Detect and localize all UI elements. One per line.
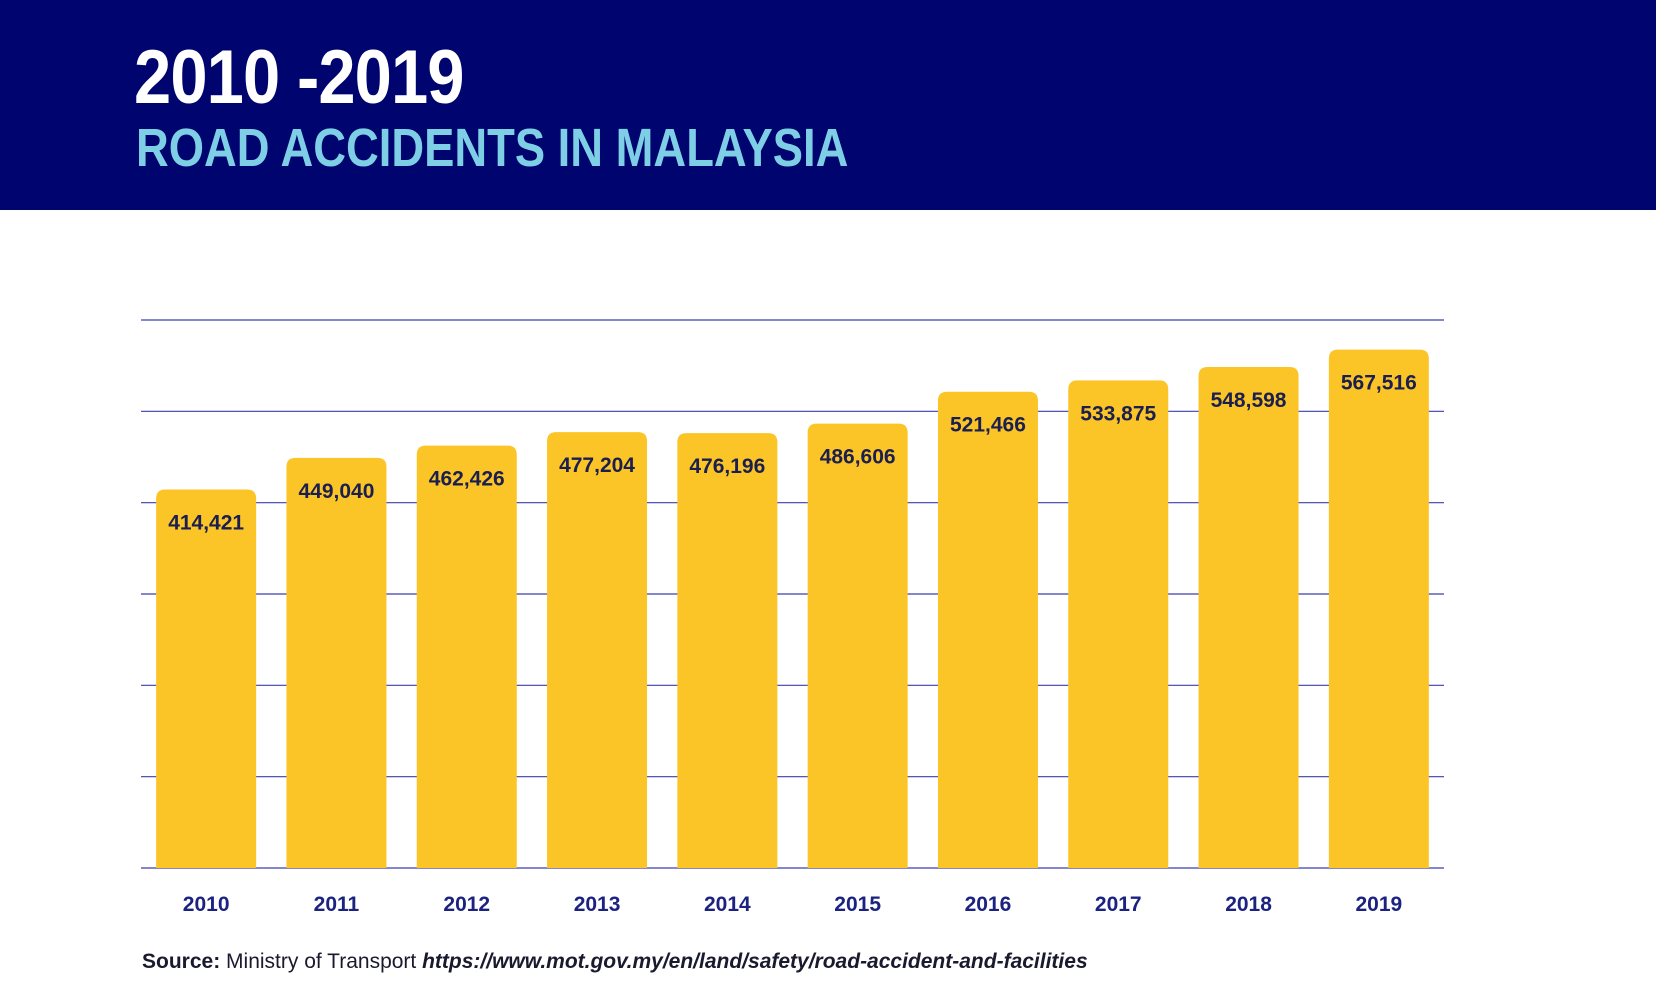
chart-title: ROAD ACCIDENTS IN MALAYSIA — [136, 118, 849, 178]
data-label-2010: 414,421 — [168, 511, 244, 534]
x-axis-ticks: 2010 2011 2012 2013 2014 2015 2016 2017 2018 2019 — [183, 893, 1402, 916]
x-tick-label-2016: 2016 — [965, 893, 1012, 916]
data-label-2013: 477,204 — [559, 454, 635, 477]
data-label-2019: 567,516 — [1341, 372, 1417, 395]
x-tick-label-2014: 2014 — [704, 893, 751, 916]
bar-2019 — [1328, 349, 1429, 869]
bar-2012 — [416, 445, 517, 868]
header-banner: 2010 -2019 ROAD ACCIDENTS IN MALAYSIA — [0, 0, 1656, 210]
data-label-2011: 449,040 — [298, 480, 374, 503]
source-label: Source: — [142, 950, 221, 973]
x-tick-label-2019: 2019 — [1355, 893, 1402, 916]
x-tick-label-2015: 2015 — [834, 893, 881, 916]
x-tick-label-2010: 2010 — [183, 893, 230, 916]
data-labels: 414,421 449,040 462,426 477,204 476,196 486,6… — [168, 372, 1417, 535]
source-url[interactable]: https://www.mot.gov.my/en/land/safety/ro… — [422, 950, 1088, 973]
bar-2016 — [937, 391, 1038, 868]
bar-2017 — [1068, 380, 1169, 868]
bar-2010 — [156, 489, 257, 868]
bar-2013 — [547, 432, 648, 868]
bar-2015 — [807, 423, 908, 868]
x-tick-label-2013: 2013 — [574, 893, 621, 916]
data-label-2016: 521,466 — [950, 414, 1026, 437]
data-label-2014: 476,196 — [689, 455, 765, 478]
x-tick-label-2011: 2011 — [314, 893, 360, 916]
data-label-2017: 533,875 — [1080, 402, 1156, 425]
source-text: Ministry of Transport — [226, 950, 417, 973]
bar-2014 — [677, 433, 778, 868]
source-note: Source: Ministry of Transport https://ww… — [142, 950, 1088, 974]
x-tick-label-2018: 2018 — [1225, 893, 1272, 916]
x-tick-label-2012: 2012 — [443, 893, 490, 916]
data-label-2018: 548,598 — [1211, 389, 1287, 412]
bars — [156, 349, 1429, 869]
bar-2011 — [286, 457, 387, 868]
data-label-2015: 486,606 — [820, 446, 896, 469]
data-label-2012: 462,426 — [429, 468, 505, 491]
bar-2018 — [1198, 366, 1299, 868]
x-tick-label-2017: 2017 — [1095, 893, 1142, 916]
chart-years-title: 2010 -2019 — [134, 35, 465, 120]
